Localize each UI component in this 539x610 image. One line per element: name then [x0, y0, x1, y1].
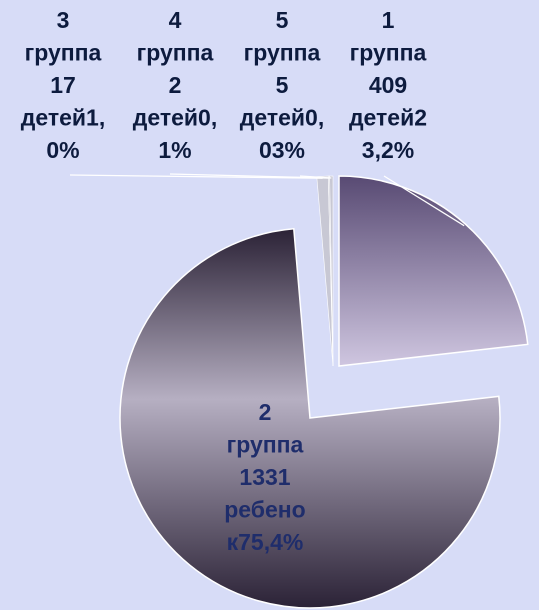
slice-label-line: ребено — [224, 497, 305, 523]
slice-label-line: 3 — [57, 7, 70, 33]
pie-slice-g5 — [329, 175, 334, 367]
slice-label-line: 03% — [259, 137, 305, 163]
slice-label-line: группа — [244, 40, 321, 66]
slice-label-line: группа — [350, 40, 427, 66]
slice-label-line: детей0, — [133, 105, 217, 131]
slice-label-line: группа — [25, 40, 102, 66]
slice-label-line: 2 — [259, 399, 272, 425]
slice-label-line: 4 — [169, 7, 182, 33]
slice-label-line: детей2 — [349, 105, 427, 131]
slice-label-g1: 1 группа 409 детей2 3,2% — [349, 7, 427, 163]
leader-lines — [69, 173, 465, 227]
slice-label-line: 17 — [50, 72, 76, 98]
leader-line-g1 — [383, 175, 465, 227]
slice-label-line: к75,4% — [227, 529, 304, 555]
slice-label-g3: 3 группа 17 детей1, 0% — [21, 7, 105, 163]
slice-label-line: 1331 — [239, 464, 290, 490]
slice-label-line: детей0, — [240, 105, 324, 131]
slice-label-line: 0% — [46, 137, 79, 163]
slice-label-line: группа — [227, 432, 304, 458]
slice-labels: 3 группа 17 детей1, 0% 4 группа 2 детей0, 1% 5 груп… — [21, 7, 427, 555]
slice-label-line: 3,2% — [362, 137, 414, 163]
slice-label-line: 5 — [276, 7, 289, 33]
slice-label-g4: 4 группа 2 детей0, 1% — [133, 7, 217, 163]
slice-label-g5: 5 группа 5 детей0, 03% — [240, 7, 324, 163]
slice-label-line: 1% — [158, 137, 191, 163]
slice-label-line: группа — [137, 40, 214, 66]
leader-line-g3 — [69, 174, 323, 179]
slice-label-g2: 2 группа 1331 ребено к75,4% — [224, 399, 305, 555]
pie-slice-g1 — [338, 175, 529, 367]
leader-line-g4 — [169, 173, 329, 179]
pie-slices — [119, 175, 529, 609]
slice-label-line: 1 — [382, 7, 395, 33]
slice-label-line: 5 — [276, 72, 289, 98]
slice-label-line: детей1, — [21, 105, 105, 131]
leader-line-g5 — [299, 175, 332, 179]
slice-label-line: 409 — [369, 72, 407, 98]
pie-slice-g2 — [119, 227, 501, 609]
slice-label-line: 2 — [169, 72, 182, 98]
